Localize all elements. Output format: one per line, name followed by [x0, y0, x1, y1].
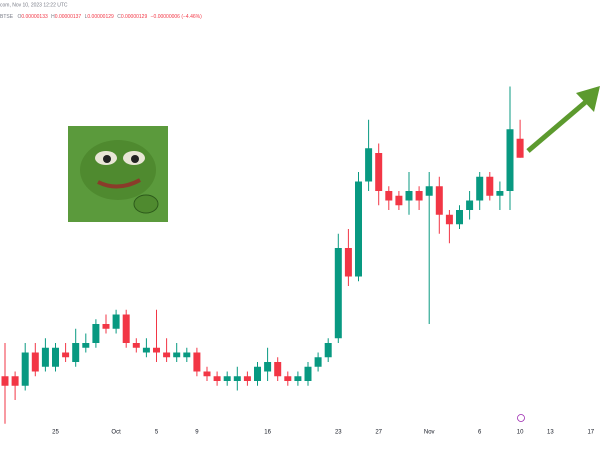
x-tick-label: 17	[587, 430, 594, 436]
candle-body	[264, 362, 272, 372]
candle-body	[193, 352, 201, 372]
x-tick-label: Nov	[424, 430, 435, 436]
x-tick-label: Oct	[111, 430, 121, 436]
header: com, Nov 10, 2023 12:22 UTC BTSE O0.0000…	[0, 2, 202, 20]
header-source: com, Nov 10, 2023 12:22 UTC	[0, 2, 68, 8]
candle-body	[496, 191, 504, 196]
candle-body	[355, 181, 362, 277]
candle-body	[142, 347, 150, 353]
x-tick-label: 13	[547, 430, 554, 436]
candle-body	[11, 376, 19, 386]
candle-body	[415, 191, 423, 201]
candle-body	[213, 376, 221, 381]
candle-body	[102, 324, 110, 329]
event-marker	[517, 414, 525, 422]
ohlc-label: O	[17, 14, 21, 20]
frog-pupil	[131, 155, 139, 163]
arrow	[526, 86, 600, 153]
ohlc-value: 0.00000137	[55, 14, 82, 20]
x-tick-label: 25	[52, 430, 59, 436]
candle-body	[183, 352, 191, 358]
candle-body	[173, 352, 181, 358]
candle-body	[445, 214, 453, 225]
header-ohlc: BTSE O0.00000133 H0.00000137 L0.00000129…	[0, 14, 202, 20]
candle-body	[163, 352, 171, 358]
ohlc-label: C	[117, 14, 121, 20]
candle-body	[82, 343, 90, 348]
x-tick-label: 27	[375, 430, 382, 436]
frog-pupil	[103, 155, 111, 163]
candle-body	[456, 210, 463, 225]
x-tick-label: 16	[264, 430, 271, 436]
change: −0.00000006 (−4.46%)	[151, 14, 202, 20]
candle-body	[223, 376, 231, 381]
ohlc-value: 0.00000129	[121, 14, 148, 20]
candle-body	[486, 176, 494, 196]
candle-body	[405, 191, 413, 201]
arrow-head	[576, 86, 600, 112]
candle-body	[92, 324, 100, 343]
candle-body	[304, 366, 312, 381]
ohlc-label: H	[51, 14, 55, 20]
candle-body	[425, 186, 433, 196]
candle-body	[375, 153, 383, 191]
candle-body	[122, 314, 130, 343]
candle-body	[344, 248, 352, 277]
x-tick-label: 23	[335, 430, 342, 436]
frog-hand	[133, 194, 159, 214]
x-tick-label: 10	[517, 430, 524, 436]
candle-body	[476, 176, 484, 201]
candle-body	[334, 248, 342, 339]
candle-body	[314, 357, 322, 367]
candle-body	[254, 366, 261, 381]
candle-body	[506, 129, 514, 191]
candle-body	[324, 343, 332, 358]
candle-body	[153, 347, 160, 353]
candle-body	[466, 200, 474, 210]
candle-body	[132, 343, 140, 348]
candle-body	[365, 148, 373, 182]
ohlc-label: L	[85, 14, 88, 20]
candle-body	[52, 347, 59, 367]
exchange: BTSE	[0, 14, 14, 20]
frog-mouth	[97, 178, 141, 189]
x-tick-label: 6	[478, 430, 482, 436]
ohlc-value: 0.00000133	[21, 14, 48, 20]
ohlc-value: 0.00000129	[87, 14, 114, 20]
candle-body	[294, 376, 302, 381]
candle-body	[395, 195, 403, 206]
x-tick-label: 5	[155, 430, 159, 436]
x-tick-label: 9	[195, 430, 199, 436]
candle-body	[41, 347, 49, 367]
candle-body	[516, 138, 524, 158]
candle-body	[31, 352, 39, 372]
arrow-shaft	[526, 98, 590, 153]
candle-body	[385, 191, 393, 201]
candle-body	[72, 343, 80, 362]
candle-body	[435, 186, 443, 215]
candle-body	[284, 376, 292, 381]
candle-body	[21, 352, 29, 386]
candle-body	[233, 376, 241, 381]
candle-body	[274, 362, 282, 377]
candle-body	[1, 376, 9, 386]
candle-body	[112, 314, 120, 329]
frog-head	[80, 140, 156, 200]
candle-body	[62, 352, 70, 358]
candle-body	[203, 371, 211, 377]
pepe-image	[68, 126, 168, 222]
candle-body	[243, 376, 251, 381]
